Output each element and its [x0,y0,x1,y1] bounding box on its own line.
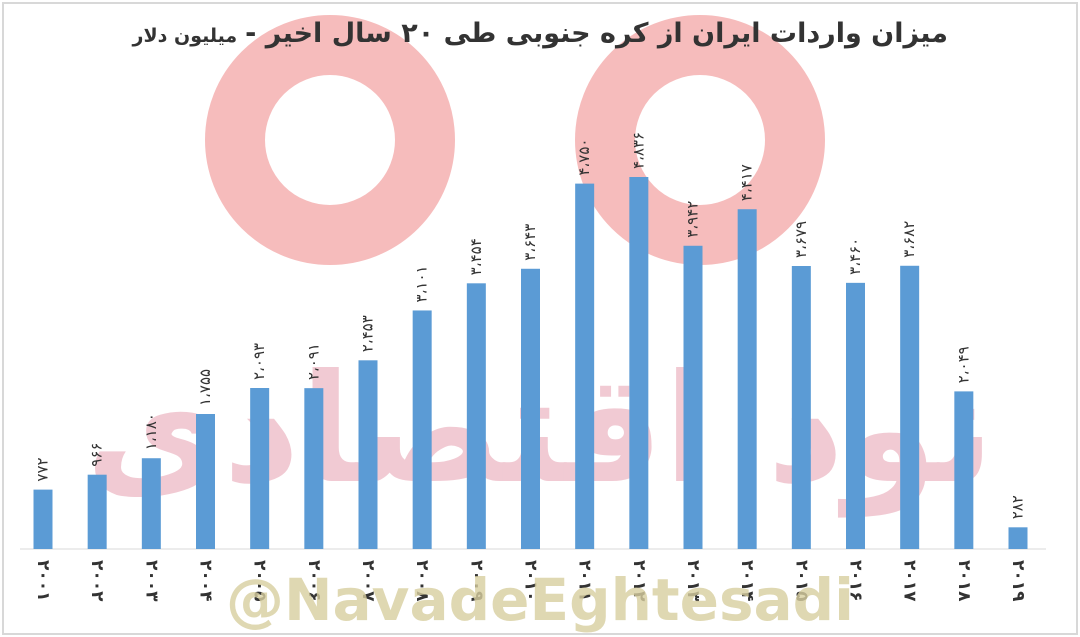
bar [683,245,703,549]
value-label: ۴،۷۵۰ [575,139,593,176]
x-tick-label: ۲۰۱۶ [846,560,866,602]
value-label: ۹۶۶ [88,443,106,467]
bar [846,282,865,549]
handle-watermark: @NavadeEghtesadi [226,566,854,634]
chart-title: میزان واردات ایران از کره جنوبی طی ۲۰ سا… [133,18,948,49]
bar [250,388,270,549]
bar [737,209,757,549]
value-label: ۷۷۲ [34,457,52,481]
x-tick-label: ۲۰۰۳ [141,560,161,602]
x-tick-label: ۲۰۱۵ [791,560,811,602]
x-tick-label: ۲۰۰۸ [412,560,432,602]
x-tick-label: ۲۰۱۲ [629,560,649,602]
value-label: ۴،۴۱۷ [738,164,756,201]
x-tick-label: ۲۰۱۹ [1008,560,1028,602]
x-tick-label: ۲۰۱۷ [900,560,920,602]
bar [1008,527,1028,549]
x-tick-label: ۲۰۰۷ [358,560,378,602]
title: میزان واردات ایران از کره جنوبی طی ۲۰ سا… [245,18,948,49]
value-label: ۱،۱۸۰ [142,413,160,450]
value-label: ۲،۰۴۹ [954,346,972,383]
bar [196,414,215,549]
value-label: ۳،۶۸۲ [900,221,918,258]
x-tick-label: ۲۰۱۸ [954,560,974,602]
x-tick-label: ۲۰۰۵ [250,560,270,602]
bar [412,310,432,549]
value-label: ۳،۴۵۴ [467,238,485,275]
value-label: ۳،۴۶۰ [846,238,864,275]
bar [791,266,811,549]
x-tick-label: ۲۰۰۴ [196,560,216,602]
bar [87,474,107,549]
value-label: ۲،۰۹۱ [304,343,322,380]
x-tick-label: ۲۰۱۰ [521,560,541,602]
x-tick-label: ۲۰۱۱ [575,560,595,602]
bar [521,268,540,549]
value-label: ۴،۸۳۶ [629,132,647,169]
subtitle: میلیون دلار [132,25,238,47]
value-label: ۱،۷۵۵ [196,369,214,406]
x-tick-label: ۲۰۰۲ [87,560,107,602]
bar [900,265,920,549]
value-label: ۳،۱۰۱ [413,265,431,302]
x-tick-label: ۲۰۰۶ [304,560,324,602]
bar [954,391,974,549]
value-label: ۲،۰۹۳ [250,343,268,380]
x-tick-label: ۲۰۱۴ [737,560,757,602]
x-tick-label: ۲۰۰۹ [466,560,486,602]
value-label: ۲،۴۵۳ [359,315,377,352]
bar [304,388,324,549]
bar [575,183,595,549]
bar [141,458,161,549]
value-label: ۳،۹۴۲ [684,201,702,238]
bar [33,489,53,549]
value-label: ۳،۶۷۹ [792,221,810,258]
logo-watermark [205,15,825,265]
value-label: ۲۸۲ [1009,495,1027,519]
bar [358,360,378,549]
bar [466,283,486,549]
value-label: ۳،۶۴۳ [521,224,539,261]
bar [629,177,649,549]
x-tick-label: ۲۰۱۳ [683,560,703,602]
x-tick-label: ۲۰۰۱ [33,560,53,602]
